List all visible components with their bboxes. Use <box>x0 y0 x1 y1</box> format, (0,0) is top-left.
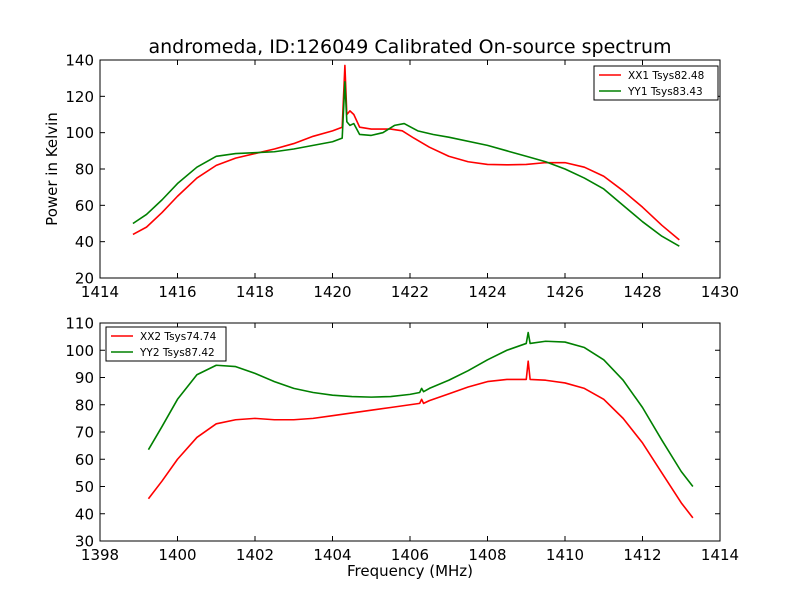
y-tick-label: 70 <box>75 424 94 442</box>
y-tick-label: 110 <box>65 315 94 333</box>
legend-box <box>593 65 719 101</box>
x-tick-label: 1426 <box>546 283 584 301</box>
legend-entry: YY2 Tsys87.42 <box>139 347 215 359</box>
x-tick-label: 1402 <box>236 546 274 564</box>
y-tick-label: 60 <box>75 197 94 215</box>
x-axis-label: Frequency (MHz) <box>347 562 473 580</box>
x-tick-label: 1428 <box>623 283 661 301</box>
x-tick-label: 1406 <box>391 546 429 564</box>
series-line-1-2 <box>132 81 680 247</box>
series-line-2-1 <box>147 360 694 519</box>
legend: XX2 Tsys74.74 YY2 Tsys87.42 <box>105 326 227 362</box>
y-tick-label: 100 <box>65 124 94 142</box>
series-line-1-1 <box>132 64 680 241</box>
x-tick-label: 1410 <box>546 546 584 564</box>
y-tick-label: 140 <box>65 52 94 70</box>
y-tick-label: 120 <box>65 88 94 106</box>
x-tick-label: 1416 <box>158 283 196 301</box>
y-tick-label: 30 <box>75 533 94 551</box>
plot-panel-1: 1414 1416 1418 1420 1422 1424 1426 1428 1430 20 40… <box>43 36 739 301</box>
x-tick-label: 1414 <box>81 283 119 301</box>
legend-entry: XX1 Tsys82.48 <box>628 70 704 82</box>
x-tick-label: 1424 <box>468 283 506 301</box>
chart-title: andromeda, ID:126049 Calibrated On-sourc… <box>148 36 671 58</box>
x-tick-label: 1412 <box>623 546 661 564</box>
y-tick-label: 40 <box>75 233 94 251</box>
y-tick-label: 40 <box>75 505 94 523</box>
y-tick-label: 20 <box>75 270 94 288</box>
y-axis-label: Power in Kelvin <box>43 112 61 226</box>
x-tick-label: 1408 <box>468 546 506 564</box>
y-tick-label: 80 <box>75 396 94 414</box>
y-tick-label: 90 <box>75 369 94 387</box>
legend: XX1 Tsys82.48 YY1 Tsys83.43 <box>593 65 719 101</box>
x-tick-label: 1398 <box>81 546 119 564</box>
x-tick-label: 1422 <box>391 283 429 301</box>
series-line-2-2 <box>147 331 694 487</box>
y-tick-label: 50 <box>75 478 94 496</box>
legend-entry: XX2 Tsys74.74 <box>140 331 217 343</box>
x-tick-label: 1400 <box>158 546 196 564</box>
legend-entry: YY1 Tsys83.43 <box>627 86 703 98</box>
y-tick-label: 60 <box>75 451 94 469</box>
x-tick-label: 1420 <box>313 283 351 301</box>
legend-box <box>105 326 227 362</box>
x-tick-label: 1418 <box>236 283 274 301</box>
x-tick-label: 1404 <box>313 546 351 564</box>
x-tick-label: 1430 <box>701 283 739 301</box>
y-tick-label: 100 <box>65 342 94 360</box>
plot-panel-2: 1398 1400 1402 1404 1406 1408 1410 1412 1414 30 40… <box>65 315 739 581</box>
y-tick-label: 80 <box>75 161 94 179</box>
x-tick-label: 1414 <box>701 546 739 564</box>
